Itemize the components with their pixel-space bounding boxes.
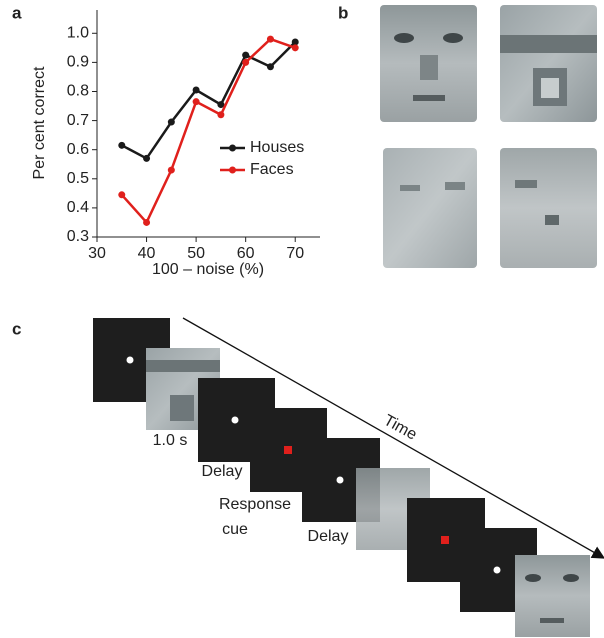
- mouth: [413, 95, 445, 101]
- data-point: [217, 111, 224, 118]
- door: [170, 395, 194, 421]
- roof: [146, 360, 220, 372]
- y-tick-label: 1.0: [67, 25, 89, 42]
- legend-swatch: [229, 167, 236, 174]
- eye: [525, 574, 541, 582]
- trial-sequence: Time 1.0 s Delay Response cue Delay: [93, 318, 604, 637]
- data-point: [143, 219, 150, 226]
- noisy-image: [383, 148, 477, 268]
- data-point: [242, 59, 249, 66]
- y-tick-label: 0.5: [67, 170, 89, 187]
- nose: [420, 55, 438, 80]
- x-tick-label: 70: [286, 245, 304, 262]
- response-cue: [284, 446, 292, 454]
- x-tick-label: 50: [187, 245, 205, 262]
- fixation-dot: [232, 417, 239, 424]
- y-tick-label: 0.7: [67, 112, 89, 129]
- y-axis-label: Per cent correct: [31, 66, 48, 179]
- x-tick-label: 40: [138, 245, 156, 262]
- fixation-dot: [494, 567, 501, 574]
- roof: [500, 35, 597, 53]
- window: [541, 78, 559, 98]
- noise-blob: [515, 180, 537, 188]
- x-tick-label: 60: [237, 245, 255, 262]
- y-tick-label: 0.3: [67, 228, 89, 245]
- noise-blob: [400, 185, 420, 191]
- panel-label: c: [12, 319, 21, 338]
- noisy-image: [500, 148, 597, 268]
- data-point: [118, 191, 125, 198]
- stimulus-images: [380, 5, 597, 268]
- y-tick-label: 0.8: [67, 83, 89, 100]
- data-point: [118, 142, 125, 149]
- fixation-dot: [337, 477, 344, 484]
- x-axis-label: 100 – noise (%): [152, 261, 264, 278]
- step-label: cue: [222, 521, 248, 538]
- step-label: Delay: [202, 463, 243, 480]
- time-label: Time: [381, 412, 420, 444]
- x-tick-label: 30: [88, 245, 106, 262]
- data-point: [242, 52, 249, 59]
- face-image: [515, 555, 590, 637]
- figure: a b c Time 1.0 s Delay Response cue Dela…: [0, 0, 604, 638]
- step-label: Response: [219, 496, 291, 513]
- eye: [563, 574, 579, 582]
- data-point: [267, 63, 274, 70]
- noise-blob: [445, 182, 465, 190]
- mouth: [540, 618, 564, 623]
- y-tick-label: 0.6: [67, 141, 89, 158]
- legend-label: Houses: [250, 139, 304, 156]
- step-label: 1.0 s: [153, 432, 188, 449]
- data-point: [193, 98, 200, 105]
- data-point: [168, 167, 175, 174]
- page: a b c Time 1.0 s Delay Response cue Dela…: [0, 0, 604, 638]
- legend-swatch: [229, 145, 236, 152]
- data-point: [292, 44, 299, 51]
- data-point: [143, 155, 150, 162]
- panel-label: b: [338, 3, 348, 22]
- step-label: Delay: [308, 528, 349, 545]
- eye: [394, 33, 414, 43]
- fixation-dot: [127, 357, 134, 364]
- data-point: [168, 119, 175, 126]
- response-cue: [441, 536, 449, 544]
- eye: [443, 33, 463, 43]
- y-tick-label: 0.9: [67, 54, 89, 71]
- noise-blob: [545, 215, 559, 225]
- legend-label: Faces: [250, 161, 294, 178]
- panel-label: a: [12, 3, 22, 22]
- data-point: [267, 36, 274, 43]
- y-tick-label: 0.4: [67, 199, 89, 216]
- data-point: [193, 87, 200, 94]
